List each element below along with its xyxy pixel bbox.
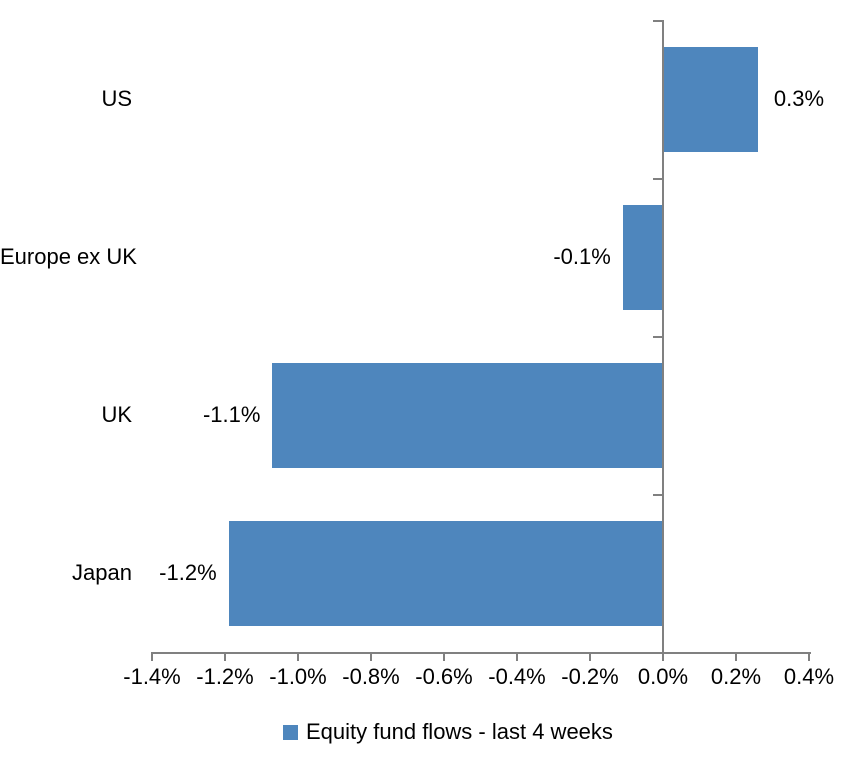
x-axis-tick bbox=[516, 652, 518, 661]
x-axis-tick bbox=[370, 652, 372, 661]
legend-label: Equity fund flows - last 4 weeks bbox=[306, 719, 613, 744]
category-label: UK bbox=[101, 402, 132, 427]
category-tick bbox=[653, 494, 662, 496]
x-axis-tick-label: -0.8% bbox=[342, 664, 400, 689]
legend-swatch-icon bbox=[283, 724, 298, 740]
x-axis-tick-label: -1.4% bbox=[123, 664, 181, 689]
x-axis-tick-label: -1.2% bbox=[196, 664, 254, 689]
x-axis-tick-label: 0.0% bbox=[637, 664, 689, 689]
x-axis-tick bbox=[589, 652, 591, 661]
value-axis-line bbox=[152, 652, 811, 654]
x-axis-tick-label: -0.2% bbox=[561, 664, 619, 689]
bar-value-label: 0.3% bbox=[773, 86, 825, 111]
bar-value-label: -0.1% bbox=[553, 244, 611, 269]
category-axis-line bbox=[662, 20, 664, 654]
x-axis-tick bbox=[297, 652, 299, 661]
x-axis-tick bbox=[808, 652, 810, 661]
category-tick bbox=[653, 178, 662, 180]
category-label: Japan bbox=[72, 560, 132, 585]
category-tick bbox=[653, 336, 662, 338]
x-axis-tick-label: -1.0% bbox=[269, 664, 327, 689]
bar-value-label: -1.2% bbox=[159, 560, 217, 585]
x-axis-tick-label: -0.6% bbox=[415, 664, 473, 689]
category-label: Europe ex UK bbox=[0, 244, 137, 269]
x-axis-tick bbox=[224, 652, 226, 661]
bar bbox=[272, 362, 663, 468]
x-axis-tick bbox=[735, 652, 737, 661]
x-axis-tick bbox=[662, 652, 664, 661]
legend: Equity fund flows - last 4 weeks bbox=[283, 717, 613, 747]
bar-value-label: -1.1% bbox=[202, 402, 261, 427]
bar bbox=[228, 520, 663, 626]
x-axis-tick bbox=[151, 652, 153, 661]
category-label: US bbox=[101, 86, 132, 111]
bar bbox=[622, 204, 663, 310]
x-axis-tick-label: 0.2% bbox=[710, 664, 762, 689]
category-tick bbox=[653, 20, 662, 22]
bar bbox=[663, 46, 758, 152]
x-axis-tick-label: -0.4% bbox=[488, 664, 546, 689]
x-axis-tick-label: 0.4% bbox=[783, 664, 835, 689]
x-axis-tick bbox=[443, 652, 445, 661]
